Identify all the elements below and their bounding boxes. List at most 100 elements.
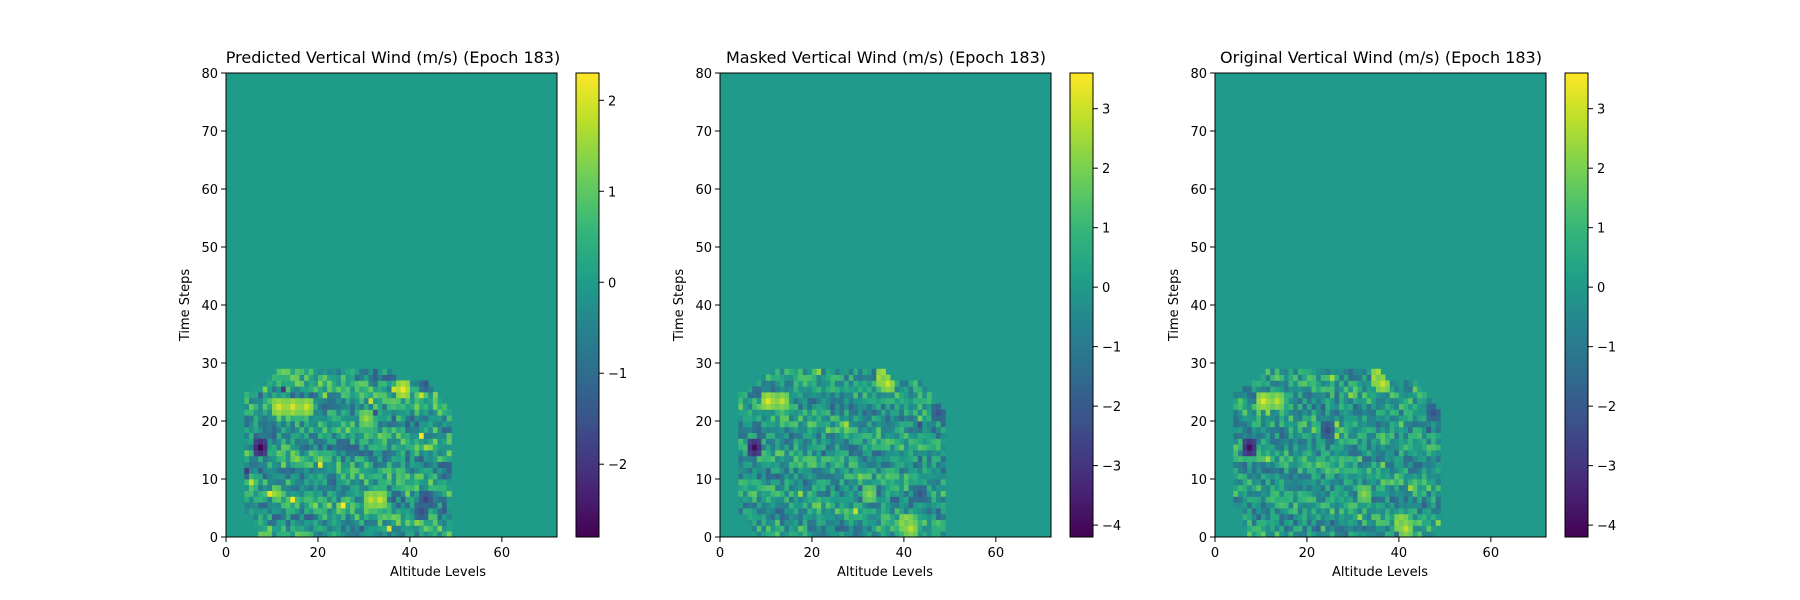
- heatmap-cell: [423, 450, 429, 457]
- heatmap-cell: [1283, 444, 1289, 451]
- heatmap-cell: [1270, 531, 1276, 538]
- heatmap-cell: [1426, 502, 1432, 509]
- heatmap-cell: [807, 502, 813, 509]
- heatmap-cell: [1302, 484, 1308, 491]
- heatmap-cell: [1274, 490, 1280, 497]
- heatmap-cell: [862, 502, 868, 509]
- heatmap-cell: [285, 374, 291, 381]
- heatmap-cell: [331, 380, 337, 387]
- heatmap-cell: [830, 525, 836, 532]
- heatmap-cell: [432, 432, 438, 439]
- heatmap-cell: [862, 479, 868, 486]
- y-tick-label: 10: [201, 473, 218, 488]
- heatmap-cell: [244, 409, 250, 416]
- heatmap-cell: [262, 455, 268, 462]
- heatmap-cell: [775, 461, 781, 468]
- heatmap-cell: [1320, 444, 1326, 451]
- heatmap-cell: [437, 403, 443, 410]
- heatmap-cell: [414, 421, 420, 428]
- heatmap-cell: [1329, 461, 1335, 468]
- heatmap-cell: [271, 455, 277, 462]
- heatmap-cell: [253, 403, 259, 410]
- heatmap-cell: [294, 426, 300, 433]
- heatmap-cell: [816, 397, 822, 404]
- heatmap-cell: [798, 473, 804, 480]
- heatmap-cell: [1417, 519, 1423, 526]
- heatmap-cell: [908, 490, 914, 497]
- heatmap-cell: [1357, 508, 1363, 515]
- heatmap-cell: [1394, 386, 1400, 393]
- heatmap-cell: [1375, 484, 1381, 491]
- heatmap-cell: [1417, 461, 1423, 468]
- heatmap-cell: [798, 508, 804, 515]
- heatmap-cell: [876, 508, 882, 515]
- heatmap-cell: [931, 415, 937, 422]
- heatmap-cell: [903, 473, 909, 480]
- heatmap-cell: [1265, 508, 1271, 515]
- heatmap-cell: [848, 444, 854, 451]
- heatmap-cell: [313, 479, 319, 486]
- heatmap-cell: [931, 531, 937, 538]
- heatmap-cell: [313, 450, 319, 457]
- heatmap-cell: [322, 386, 328, 393]
- heatmap-cell: [1375, 496, 1381, 503]
- heatmap-cell: [940, 496, 946, 503]
- heatmap-cell: [844, 473, 850, 480]
- heatmap-cell: [350, 473, 356, 480]
- heatmap-cell: [281, 392, 287, 399]
- heatmap-cell: [1417, 525, 1423, 532]
- heatmap-cell: [405, 496, 411, 503]
- heatmap-cell: [913, 455, 919, 462]
- heatmap-cell: [281, 490, 287, 497]
- heatmap-cell: [1256, 421, 1262, 428]
- heatmap-cell: [308, 513, 314, 520]
- heatmap-cell: [756, 386, 762, 393]
- heatmap-cell: [304, 386, 310, 393]
- heatmap-cell: [899, 403, 905, 410]
- heatmap-cell: [1435, 421, 1441, 428]
- heatmap-cell: [1274, 432, 1280, 439]
- heatmap-cell: [1297, 386, 1303, 393]
- heatmap-cell: [363, 525, 369, 532]
- heatmap-cell: [386, 525, 392, 532]
- heatmap-cell: [1366, 450, 1372, 457]
- heatmap-cell: [322, 426, 328, 433]
- heatmap-cell: [747, 508, 753, 515]
- heatmap-cell: [419, 502, 425, 509]
- heatmap-cell: [857, 502, 863, 509]
- heatmap-cell: [1283, 490, 1289, 497]
- heatmap-cell: [290, 490, 296, 497]
- heatmap-cell: [290, 380, 296, 387]
- heatmap-cell: [853, 455, 859, 462]
- heatmap-cell: [442, 409, 448, 416]
- heatmap-cell: [1380, 409, 1386, 416]
- heatmap-cell: [885, 467, 891, 474]
- heatmap-cell: [285, 421, 291, 428]
- heatmap-cell: [742, 450, 748, 457]
- heatmap-cell: [428, 432, 434, 439]
- heatmap-cell: [446, 426, 452, 433]
- heatmap-cell: [1311, 455, 1317, 462]
- heatmap-cell: [285, 426, 291, 433]
- heatmap-cell: [1325, 484, 1331, 491]
- heatmap-cell: [428, 415, 434, 422]
- heatmap-cell: [1293, 455, 1299, 462]
- heatmap-cell: [1325, 421, 1331, 428]
- heatmap-cell: [446, 490, 452, 497]
- heatmap-cell: [1274, 374, 1280, 381]
- heatmap-cell: [871, 531, 877, 538]
- heatmap-cell: [368, 421, 374, 428]
- heatmap-cell: [793, 513, 799, 520]
- heatmap-cell: [1251, 484, 1257, 491]
- heatmap-cell: [1251, 380, 1257, 387]
- heatmap-cell: [871, 432, 877, 439]
- heatmap-cell: [899, 392, 905, 399]
- heatmap-cell: [899, 490, 905, 497]
- heatmap-cell: [1366, 467, 1372, 474]
- heatmap-cell: [1362, 380, 1368, 387]
- heatmap-cell: [936, 479, 942, 486]
- x-tick-label: 0: [1211, 546, 1219, 561]
- heatmap-cell: [290, 508, 296, 515]
- heatmap-cell: [1389, 513, 1395, 520]
- heatmap-cell: [258, 455, 264, 462]
